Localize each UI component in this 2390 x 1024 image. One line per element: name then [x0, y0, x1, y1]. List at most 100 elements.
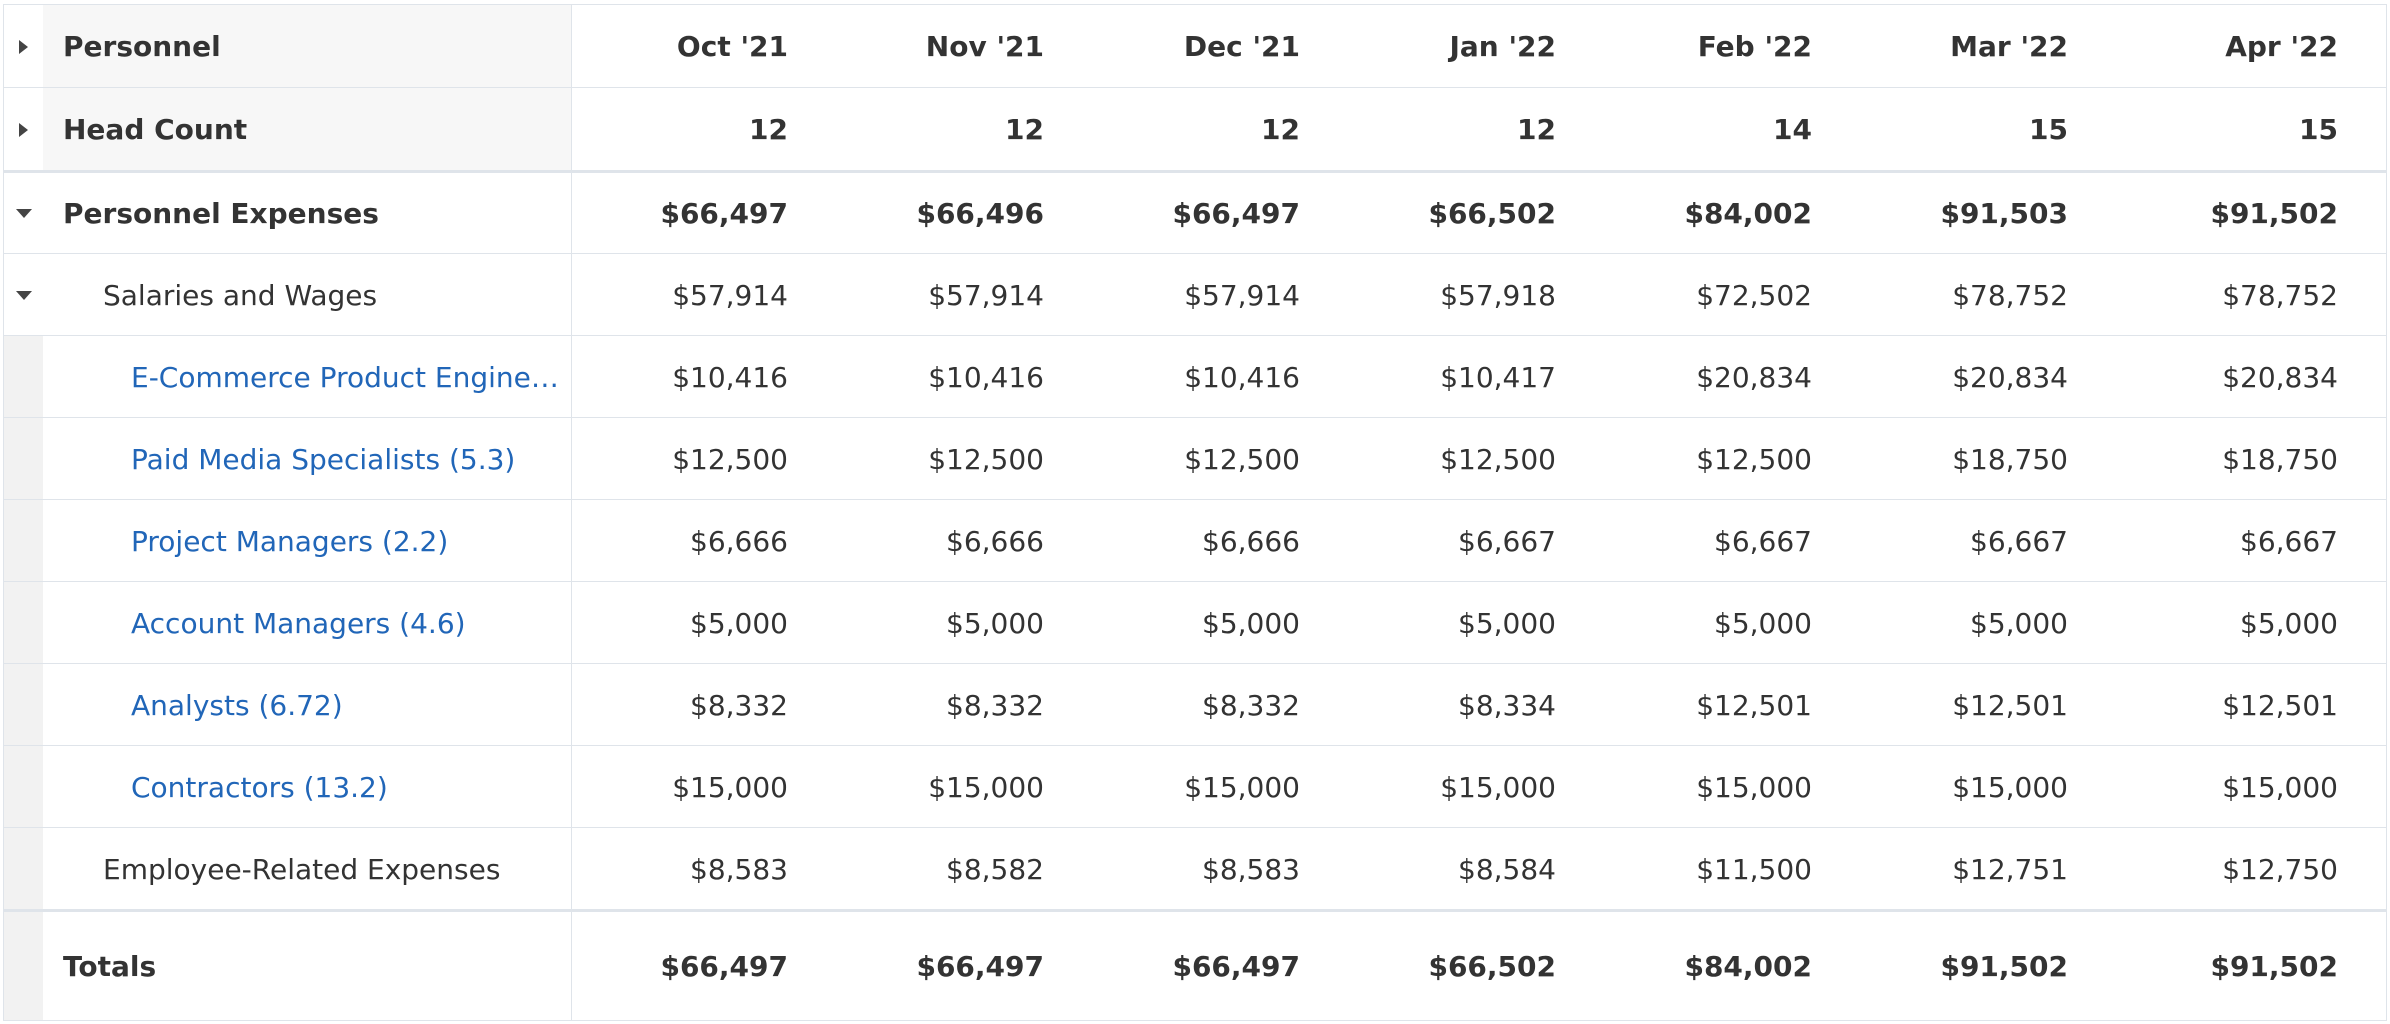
- table-cell: $6,666: [946, 524, 1044, 558]
- table-cell: $5,000: [2240, 606, 2338, 640]
- row-label: Personnel Expenses: [43, 173, 572, 254]
- table-cell: $12,500: [672, 442, 788, 476]
- table-cell: $11,500: [1696, 852, 1812, 886]
- table-cell: 12: [1517, 113, 1556, 146]
- table-cell: $15,000: [1696, 770, 1812, 804]
- table-cell: 12: [1261, 113, 1300, 146]
- row-values: $66,497 $66,497 $66,497 $66,502 $84,002 …: [572, 912, 2387, 1020]
- row-label: Paid Media Specialists (5.3): [43, 418, 572, 500]
- table-cell: $10,416: [928, 360, 1044, 394]
- table-cell: $12,501: [1696, 688, 1812, 722]
- table-cell: $12,500: [1184, 442, 1300, 476]
- table-cell: $10,416: [672, 360, 788, 394]
- table-cell: $12,750: [2222, 852, 2338, 886]
- row-gutter: [3, 582, 43, 664]
- table-cell: $8,334: [1458, 688, 1556, 722]
- table-cell: $8,332: [946, 688, 1044, 722]
- table-cell: $66,497: [660, 949, 788, 983]
- table-cell: $8,332: [690, 688, 788, 722]
- table-cell: $6,666: [690, 524, 788, 558]
- table-cell: $5,000: [1714, 606, 1812, 640]
- row-link[interactable]: Contractors (13.2): [131, 770, 388, 804]
- collapse-toggle[interactable]: [3, 254, 43, 336]
- table-row-employee-related: Employee-Related Expenses $8,583 $8,582 …: [3, 827, 2387, 910]
- table-cell: 15: [2299, 113, 2338, 146]
- row-values: $66,497 $66,496 $66,497 $66,502 $84,002 …: [572, 173, 2387, 254]
- row-label: Contractors (13.2): [43, 746, 572, 828]
- row-label-text: Head Count: [63, 113, 248, 146]
- row-link[interactable]: Account Managers (4.6): [131, 606, 466, 640]
- table-cell: $6,667: [1714, 524, 1812, 558]
- table-cell: $57,914: [1184, 278, 1300, 312]
- table-cell: $84,002: [1684, 949, 1812, 983]
- table-cell: $66,502: [1428, 197, 1556, 230]
- table-cell: $6,667: [1970, 524, 2068, 558]
- caret-down-icon: [15, 290, 32, 300]
- row-label: Account Managers (4.6): [43, 582, 572, 664]
- table-cell: $57,918: [1440, 278, 1556, 312]
- table-cell: $12,500: [1696, 442, 1812, 476]
- table-cell: $15,000: [2222, 770, 2338, 804]
- table-cell: $6,667: [2240, 524, 2338, 558]
- row-values: $8,332 $8,332 $8,332 $8,334 $12,501 $12,…: [572, 664, 2387, 746]
- row-link[interactable]: E-Commerce Product Engineer…: [131, 360, 571, 394]
- row-label: Head Count: [43, 88, 572, 171]
- row-values: $5,000 $5,000 $5,000 $5,000 $5,000 $5,00…: [572, 582, 2387, 664]
- table-row-project-managers: Project Managers (2.2) $6,666 $6,666 $6,…: [3, 499, 2387, 582]
- month-header: Feb '22: [1697, 30, 1812, 63]
- table-cell: $91,502: [2210, 197, 2338, 230]
- row-gutter: [3, 336, 43, 418]
- caret-down-icon: [15, 209, 32, 218]
- collapse-toggle[interactable]: [3, 173, 43, 254]
- table-cell: $15,000: [1184, 770, 1300, 804]
- month-header: Jan '22: [1449, 30, 1556, 63]
- table-cell: $10,416: [1184, 360, 1300, 394]
- row-values: $57,914 $57,914 $57,914 $57,918 $72,502 …: [572, 254, 2387, 336]
- table-cell: $66,497: [660, 197, 788, 230]
- table-cell: $18,750: [2222, 442, 2338, 476]
- row-label: Analysts (6.72): [43, 664, 572, 746]
- row-label-text: Totals: [63, 949, 157, 983]
- row-values: $15,000 $15,000 $15,000 $15,000 $15,000 …: [572, 746, 2387, 828]
- table-row-account-managers: Account Managers (4.6) $5,000 $5,000 $5,…: [3, 581, 2387, 664]
- row-values: $12,500 $12,500 $12,500 $12,500 $12,500 …: [572, 418, 2387, 500]
- table-cell: $15,000: [928, 770, 1044, 804]
- table-cell: $5,000: [946, 606, 1044, 640]
- table-cell: $12,500: [1440, 442, 1556, 476]
- table-cell: $12,751: [1952, 852, 2068, 886]
- row-values: $8,583 $8,582 $8,583 $8,584 $11,500 $12,…: [572, 828, 2387, 910]
- row-gutter: [3, 418, 43, 500]
- table-row-head-count: Head Count 12 12 12 12 14 15 15: [3, 87, 2387, 171]
- table-cell: $12,501: [2222, 688, 2338, 722]
- row-label-text: Employee-Related Expenses: [103, 852, 501, 886]
- table-cell: $15,000: [1952, 770, 2068, 804]
- month-header: Oct '21: [676, 30, 788, 63]
- table-cell: $12,500: [928, 442, 1044, 476]
- table-row-analysts: Analysts (6.72) $8,332 $8,332 $8,332 $8,…: [3, 663, 2387, 746]
- header-row: Personnel Oct '21 Nov '21 Dec '21 Jan '2…: [3, 4, 2387, 88]
- section-title: Personnel: [43, 5, 572, 88]
- row-link[interactable]: Paid Media Specialists (5.3): [131, 442, 516, 476]
- row-link[interactable]: Project Managers (2.2): [131, 524, 449, 558]
- table-cell: $20,834: [2222, 360, 2338, 394]
- table-cell: $72,502: [1696, 278, 1812, 312]
- section-title-text: Personnel: [63, 30, 221, 63]
- row-link[interactable]: Analysts (6.72): [131, 688, 343, 722]
- row-values: $6,666 $6,666 $6,666 $6,667 $6,667 $6,66…: [572, 500, 2387, 582]
- row-gutter: [3, 746, 43, 828]
- table-cell: $66,496: [916, 197, 1044, 230]
- table-cell: $5,000: [690, 606, 788, 640]
- table-cell: $66,502: [1428, 949, 1556, 983]
- expand-toggle[interactable]: [3, 88, 43, 171]
- table-cell: $20,834: [1952, 360, 2068, 394]
- row-values: 12 12 12 12 14 15 15: [572, 88, 2387, 171]
- expand-toggle[interactable]: [3, 5, 43, 88]
- table-cell: $8,583: [1202, 852, 1300, 886]
- month-header: Apr '22: [2225, 30, 2338, 63]
- row-gutter: [3, 664, 43, 746]
- caret-right-icon: [19, 122, 28, 137]
- row-label-text: Personnel Expenses: [63, 197, 379, 230]
- table-cell: $66,497: [1172, 949, 1300, 983]
- month-header: Mar '22: [1950, 30, 2068, 63]
